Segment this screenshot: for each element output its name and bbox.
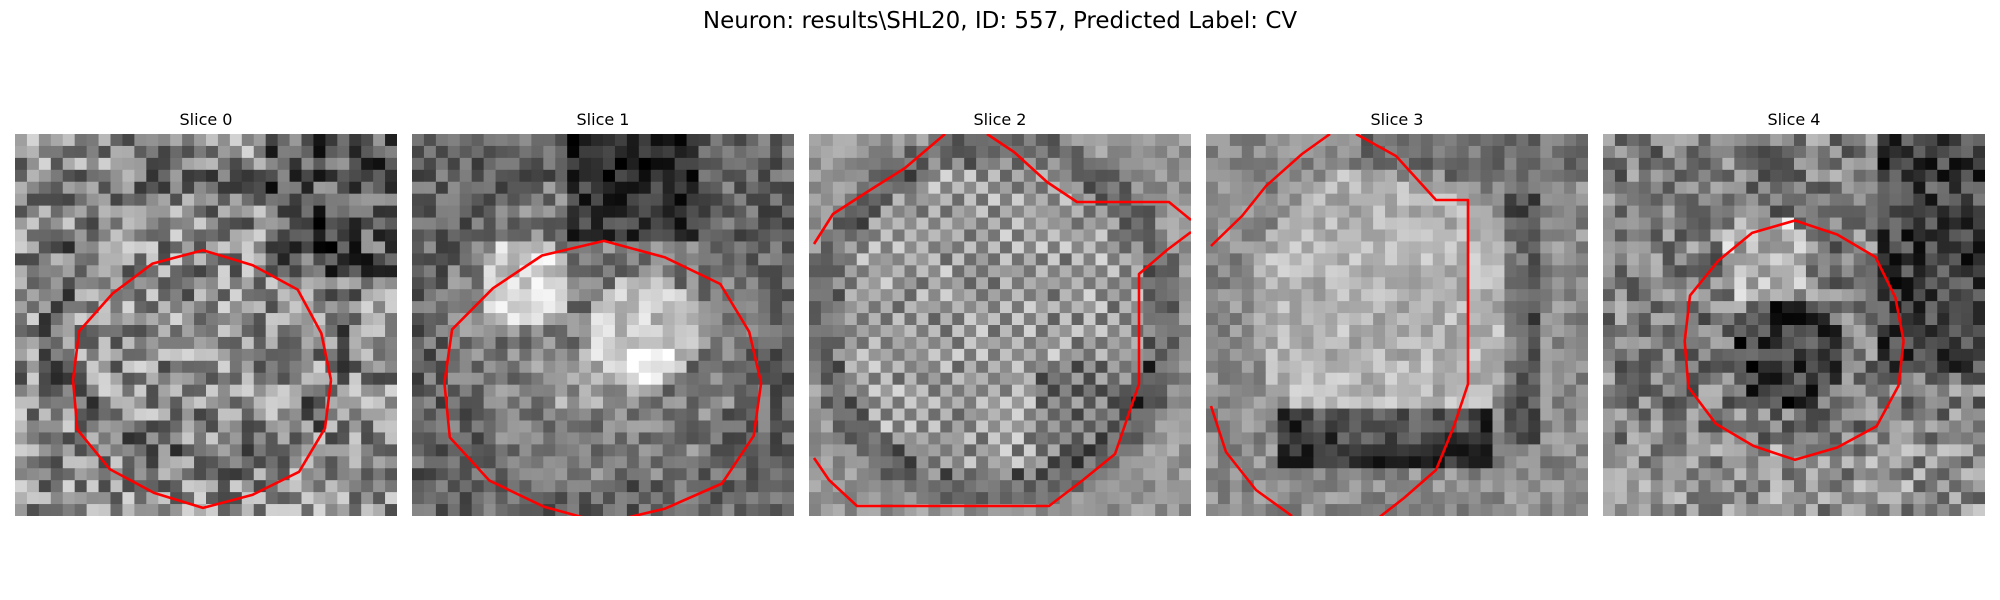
contour-outline-1	[1355, 134, 1470, 516]
contour-outline-2	[812, 230, 1191, 508]
figure-title: Neuron: results\SHL20, ID: 557, Predicte…	[702, 8, 1298, 34]
contour-outline-0	[71, 248, 333, 510]
contour-outline-0	[1683, 219, 1905, 462]
panel-title-slice-4: Slice 4	[1767, 110, 1821, 129]
pixel-grid	[412, 134, 794, 516]
contour-outline-0	[443, 239, 763, 516]
contour-outline-1	[986, 134, 1191, 222]
pixel-grid	[1603, 134, 1985, 516]
pixel-grid	[1206, 134, 1588, 516]
panel-title-slice-2: Slice 2	[973, 110, 1027, 129]
slice-2-image	[809, 134, 1191, 516]
contour-outline-2	[1209, 405, 1293, 516]
pixel-grid	[15, 134, 397, 516]
panel-title-slice-0: Slice 0	[179, 110, 233, 129]
slice-4-image	[1603, 134, 1985, 516]
slice-3-image	[1206, 134, 1588, 516]
pixel-grid	[809, 134, 1191, 516]
panel-title-slice-3: Slice 3	[1370, 110, 1424, 129]
panel-title-slice-1: Slice 1	[576, 110, 630, 129]
contour-outline-0	[1210, 134, 1331, 247]
slice-1-image	[412, 134, 794, 516]
slice-0-image	[15, 134, 397, 516]
contour-outline-0	[812, 134, 946, 245]
